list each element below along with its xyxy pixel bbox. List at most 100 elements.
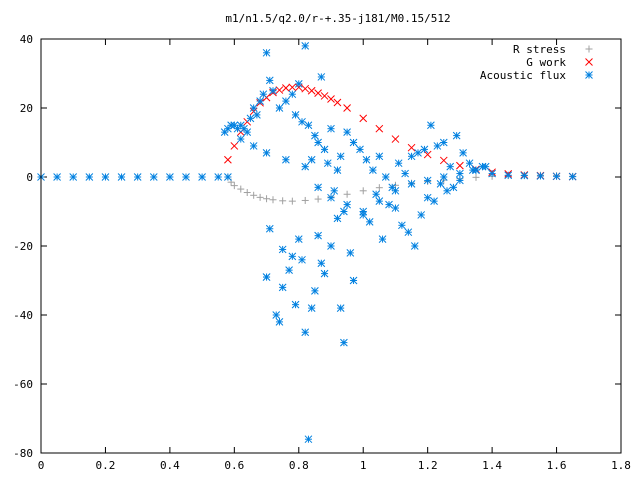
data-point: [317, 259, 326, 268]
x-tick-label: 0.8: [289, 459, 309, 472]
data-point: [433, 142, 442, 150]
data-point: [250, 191, 258, 199]
data-point: [340, 338, 348, 347]
data-point: [133, 173, 142, 181]
data-point: [301, 84, 310, 93]
data-point: [552, 172, 561, 181]
data-point: [314, 138, 322, 147]
data-point: [224, 173, 232, 181]
data-point: [430, 197, 438, 206]
x-tick-label: 1.6: [547, 459, 567, 472]
data-point: [359, 114, 368, 123]
data-point: [336, 304, 345, 312]
data-point: [278, 283, 287, 292]
data-point: [291, 300, 300, 309]
data-point: [282, 97, 290, 105]
axis-ticks: 0 0.2 0.4 0.6 0.8 1 1.2 1.4 1.6 1.8 40 20 0 -20 -40 -60…: [13, 33, 631, 472]
data-point: [336, 152, 345, 161]
y-tick-label: -80: [13, 447, 33, 460]
data-point: [407, 143, 416, 152]
data-point: [407, 152, 416, 161]
data-point: [253, 111, 261, 119]
data-point: [536, 172, 545, 180]
data-point: [236, 135, 245, 143]
data-point: [298, 117, 306, 126]
data-point: [417, 211, 426, 219]
data-point: [375, 152, 384, 161]
data-point: [427, 121, 435, 130]
data-point: [459, 148, 467, 157]
data-point: [301, 42, 310, 50]
x-tick-label: 1.8: [611, 459, 631, 472]
data-point: [320, 92, 329, 100]
data-point: [456, 169, 464, 178]
data-point: [265, 224, 274, 233]
data-point: [311, 131, 319, 140]
data-point: [446, 162, 455, 171]
data-point: [456, 161, 464, 170]
legend-marker: [585, 45, 593, 53]
data-point: [439, 138, 448, 147]
data-point: [391, 186, 400, 195]
data-point: [375, 124, 384, 133]
data-point: [278, 245, 287, 254]
data-point: [294, 79, 303, 88]
data-point: [343, 190, 351, 198]
data-point: [420, 145, 429, 154]
data-point: [349, 138, 358, 147]
data-point: [198, 173, 206, 181]
data-point: [256, 97, 264, 105]
data-point: [449, 183, 458, 192]
data-point: [288, 197, 296, 205]
data-point: [294, 235, 303, 243]
data-point: [301, 196, 309, 204]
data-point: [304, 121, 313, 130]
data-point: [481, 162, 490, 171]
data-point: [301, 328, 310, 337]
data-point: [439, 156, 448, 165]
data-point: [285, 266, 293, 275]
data-point: [262, 148, 271, 157]
data-point: [375, 197, 384, 206]
data-point: [343, 128, 351, 137]
data-point: [327, 124, 335, 133]
legend-label: Acoustic flux: [480, 69, 566, 82]
data-point: [346, 249, 355, 257]
data-point: [279, 197, 287, 205]
data-point: [182, 173, 190, 181]
data-point: [269, 196, 277, 204]
data-point: [249, 104, 258, 112]
data-point: [149, 173, 158, 181]
data-point: [230, 142, 239, 150]
data-point: [282, 84, 290, 92]
data-point: [465, 159, 474, 168]
data-point: [275, 104, 284, 112]
data-point: [224, 155, 232, 164]
data-point: [394, 159, 403, 168]
data-point: [568, 172, 577, 181]
data-point: [407, 180, 416, 188]
data-point: [117, 173, 126, 181]
data-point: [349, 276, 358, 285]
data-point: [472, 173, 480, 181]
data-point: [378, 235, 387, 243]
data-point: [291, 111, 300, 119]
data-point: [275, 318, 284, 326]
data-point: [359, 211, 368, 219]
data-point: [256, 193, 264, 201]
data-point: [263, 195, 271, 203]
x-tick-label: 0: [38, 459, 45, 472]
chart-title: m1/n1.5/q2.0/r-+.35-j181/M0.15/512: [225, 12, 450, 25]
x-tick-label: 1.2: [418, 459, 438, 472]
data-point: [381, 173, 390, 181]
y-tick-label: -20: [13, 240, 33, 253]
data-point: [439, 173, 448, 181]
data-point: [369, 166, 377, 174]
data-point: [520, 171, 529, 180]
data-point: [311, 286, 319, 295]
data-point: [423, 193, 432, 202]
y-tick-label: -40: [13, 309, 33, 322]
data-point: [288, 83, 297, 92]
data-point: [375, 184, 383, 192]
